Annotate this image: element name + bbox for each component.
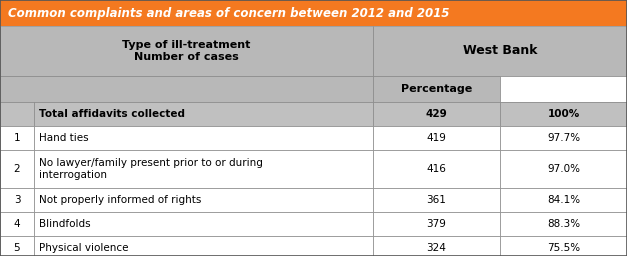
Text: 379: 379 <box>426 219 446 229</box>
Text: 429: 429 <box>426 109 448 119</box>
Bar <box>373 26 627 76</box>
Bar <box>34 102 373 126</box>
Bar <box>500 150 627 188</box>
Text: No lawyer/family present prior to or during
interrogation: No lawyer/family present prior to or dur… <box>39 158 263 180</box>
Text: 361: 361 <box>426 195 446 205</box>
Text: 97.7%: 97.7% <box>547 133 580 143</box>
Text: Percentage: Percentage <box>401 84 472 94</box>
Bar <box>500 102 627 126</box>
Text: 84.1%: 84.1% <box>547 195 580 205</box>
Text: Hand ties: Hand ties <box>39 133 88 143</box>
Bar <box>373 236 500 256</box>
Bar <box>373 102 500 126</box>
Text: West Bank: West Bank <box>463 45 537 58</box>
Bar <box>34 188 373 212</box>
Text: Blindfolds: Blindfolds <box>39 219 91 229</box>
Bar <box>373 188 500 212</box>
Text: 1: 1 <box>14 133 20 143</box>
Bar <box>500 126 627 150</box>
Text: 88.3%: 88.3% <box>547 219 580 229</box>
Bar <box>0 236 34 256</box>
Bar <box>34 212 373 236</box>
Bar <box>0 26 373 76</box>
Text: Not properly informed of rights: Not properly informed of rights <box>39 195 201 205</box>
Bar <box>34 236 373 256</box>
Bar <box>0 126 34 150</box>
Bar <box>0 188 34 212</box>
Bar <box>500 188 627 212</box>
Bar <box>373 212 500 236</box>
Bar <box>0 0 627 26</box>
Text: 100%: 100% <box>547 109 579 119</box>
Bar <box>0 76 373 102</box>
Bar <box>34 126 373 150</box>
Bar <box>0 102 34 126</box>
Text: 2: 2 <box>14 164 20 174</box>
Text: 416: 416 <box>426 164 446 174</box>
Text: 4: 4 <box>14 219 20 229</box>
Bar <box>500 236 627 256</box>
Bar <box>34 150 373 188</box>
Bar <box>0 150 34 188</box>
Text: 97.0%: 97.0% <box>547 164 580 174</box>
Text: Common complaints and areas of concern between 2012 and 2015: Common complaints and areas of concern b… <box>8 6 450 19</box>
Bar <box>373 150 500 188</box>
Bar <box>500 76 627 102</box>
Text: 75.5%: 75.5% <box>547 243 580 253</box>
Bar <box>0 212 34 236</box>
Bar <box>500 212 627 236</box>
Text: 419: 419 <box>426 133 446 143</box>
Text: Total affidavits collected: Total affidavits collected <box>39 109 185 119</box>
Text: Type of ill-treatment
Number of cases: Type of ill-treatment Number of cases <box>122 40 251 62</box>
Bar <box>373 76 500 102</box>
Text: 3: 3 <box>14 195 20 205</box>
Text: 324: 324 <box>426 243 446 253</box>
Bar <box>373 126 500 150</box>
Text: Physical violence: Physical violence <box>39 243 129 253</box>
Text: 5: 5 <box>14 243 20 253</box>
